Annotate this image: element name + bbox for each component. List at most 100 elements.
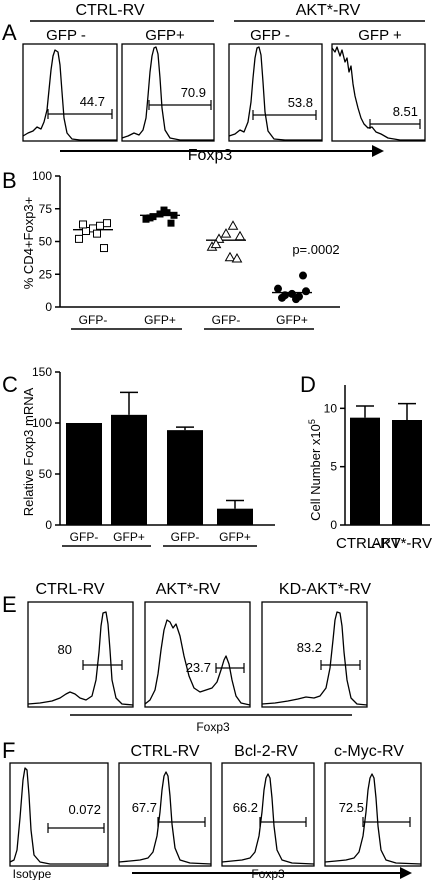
panel-a-hist-4-label: GFP + <box>358 27 402 44</box>
panel-b-point <box>231 253 243 263</box>
panel-b-plot: 0 25 50 75 100 GFP- GFP+ GFP- GFP+ <box>32 169 340 330</box>
panel-b-y-tick-label: 100 <box>32 169 52 183</box>
panel-b-point <box>299 271 307 280</box>
panel-f-isotype-label: Isotype <box>13 867 52 880</box>
panel-e-histogram-2: AKT*-RV 23.7 <box>144 581 251 708</box>
panel-d-y-tick-label: 0 <box>330 518 337 532</box>
panel-d-y-tick-label: 10 <box>324 401 338 415</box>
panel-e-axis-label: Foxp3 <box>196 720 230 734</box>
panel-a-hist-2-trace <box>121 46 214 141</box>
panel-e-histogram-3: KD-AKT*-RV 83.2 <box>261 581 371 708</box>
panel-d-x-tick-label: CTRL-RV <box>336 535 401 552</box>
panel-f-hist-1-value: 0.072 <box>68 802 101 817</box>
panel-c-bar <box>217 508 253 525</box>
panel-b-letter: B <box>2 168 17 193</box>
panel-e-hist-1-trace <box>27 611 134 706</box>
panel-f-histogram-4: c-Myc-RV 72.5 <box>324 743 422 867</box>
panel-b-point <box>146 214 154 222</box>
panel-f-histogram-3: Bcl-2-RV 66.2 <box>221 743 315 867</box>
panel-b-point <box>160 206 168 214</box>
panel-c-plot: 0 50 100 150 GFP- GFP+ GFP- GFP+ <box>32 365 275 547</box>
panel-c-bar <box>111 414 147 525</box>
panel-b-y-tick-label: 75 <box>39 202 53 216</box>
panel-e-hist-2-label: AKT*-RV <box>156 581 221 598</box>
panel-f-hist-2-frame <box>118 762 212 867</box>
panel-f-axis-label: Foxp3 <box>251 867 285 880</box>
panel-a-axis-label: Foxp3 <box>188 147 233 164</box>
panel-d-bar <box>350 417 380 525</box>
panel-e-hist-3-value: 83.2 <box>297 640 322 655</box>
panel-b-point <box>103 219 111 228</box>
panel-b-point <box>210 238 222 249</box>
panel-c-y-tick-label: 150 <box>32 365 52 379</box>
panel-a-hist-4-frame <box>331 43 426 142</box>
panel-e-hist-2-frame <box>144 601 251 708</box>
panel-f-hist-3-label: Bcl-2-RV <box>234 743 298 760</box>
panel-a-hist-4-value: 8.51 <box>393 104 418 119</box>
panel-a-hist-1-value: 44.7 <box>80 94 105 109</box>
panel-b-ylabel: % CD4+Foxp3+ <box>21 197 36 290</box>
panel-c-y-tick-label: 100 <box>32 416 52 430</box>
panel-e-histogram-1: CTRL-RV 80 <box>27 581 134 708</box>
panel-a-hist-3-trace <box>228 46 322 141</box>
panel-b-y-tick-label: 0 <box>45 300 52 314</box>
panel-e-hist-1-frame <box>27 601 134 708</box>
panel-b-x-tick-label: GFP- <box>79 313 108 327</box>
panel-b-point <box>220 228 232 238</box>
panel-c-bar <box>167 430 203 525</box>
panel-f-hist-4-label: c-Myc-RV <box>334 743 404 760</box>
panel-b-point <box>224 251 236 262</box>
panel-a-histogram-4: GFP + 8.51 <box>331 27 426 142</box>
panel-a-foxp3-arrow <box>60 145 384 157</box>
panel-e-hist-2-value: 23.7 <box>186 660 211 675</box>
panel-e-hist-3-frame <box>261 601 368 708</box>
panel-e-hist-2-trace <box>144 619 251 706</box>
panel-d-bar <box>392 420 422 525</box>
panel-d-letter: D <box>300 372 316 397</box>
panel-a-hist-2-label: GFP+ <box>145 27 185 44</box>
panel-a-hist-1-trace <box>22 49 117 141</box>
panel-a-hist-4-trace <box>331 46 425 141</box>
panel-a-header-akt: AKT*-RV <box>296 2 361 19</box>
panel-b-point <box>302 287 310 296</box>
panel-b-point <box>170 211 178 219</box>
panel-c-ylabel: Relative Foxp3 mRNA <box>21 387 36 516</box>
panel-d-ylabel-sup: 5 <box>307 419 317 424</box>
panel-b-point <box>274 284 282 293</box>
panel-a-letter: A <box>2 20 17 45</box>
panel-a-hist-3-label: GFP - <box>250 27 290 44</box>
panel-f-hist-3-trace <box>221 773 315 865</box>
panel-b-point <box>292 295 300 304</box>
panel-b-point <box>278 293 286 302</box>
panel-a-hist-1-frame <box>22 43 118 142</box>
panel-f-hist-3-frame <box>221 762 315 867</box>
panel-b-point <box>82 227 90 236</box>
panel-f-hist-1-trace <box>9 767 108 865</box>
panel-f-hist-2-label: CTRL-RV <box>130 743 199 760</box>
panel-f-hist-4-value: 72.5 <box>339 800 364 815</box>
panel-b-point <box>156 210 164 218</box>
panel-b-point <box>234 230 246 241</box>
panel-a-hist-2-frame <box>121 43 215 142</box>
panel-b-x-tick-label: GFP+ <box>144 313 176 327</box>
panel-b-point <box>75 234 83 243</box>
panel-b-point <box>100 244 108 253</box>
panel-f-letter: F <box>2 738 15 763</box>
panel-d-x-tick-label: AKT*-RV <box>371 535 432 552</box>
panel-b-point <box>96 221 104 230</box>
panel-b-point <box>167 219 175 227</box>
panel-d-ylabel-main: Cell Number x10 <box>308 424 323 521</box>
panel-b-x-tick-label: GFP- <box>212 313 241 327</box>
panel-b-point <box>142 215 150 223</box>
panel-d-y-tick-label: 5 <box>330 460 337 474</box>
panel-c-y-tick-label: 0 <box>45 518 52 532</box>
panel-f-hist-3-value: 66.2 <box>233 800 258 815</box>
panel-e-hist-1-label: CTRL-RV <box>35 581 104 598</box>
panel-c-letter: C <box>2 372 18 397</box>
panel-a-header-ctrl: CTRL-RV <box>75 2 144 19</box>
panel-b-point <box>227 220 239 230</box>
panel-f-hist-4-trace <box>324 773 422 865</box>
panel-e-hist-1-value: 80 <box>58 642 72 657</box>
panel-a-histogram-3: GFP - 53.8 <box>228 27 323 142</box>
